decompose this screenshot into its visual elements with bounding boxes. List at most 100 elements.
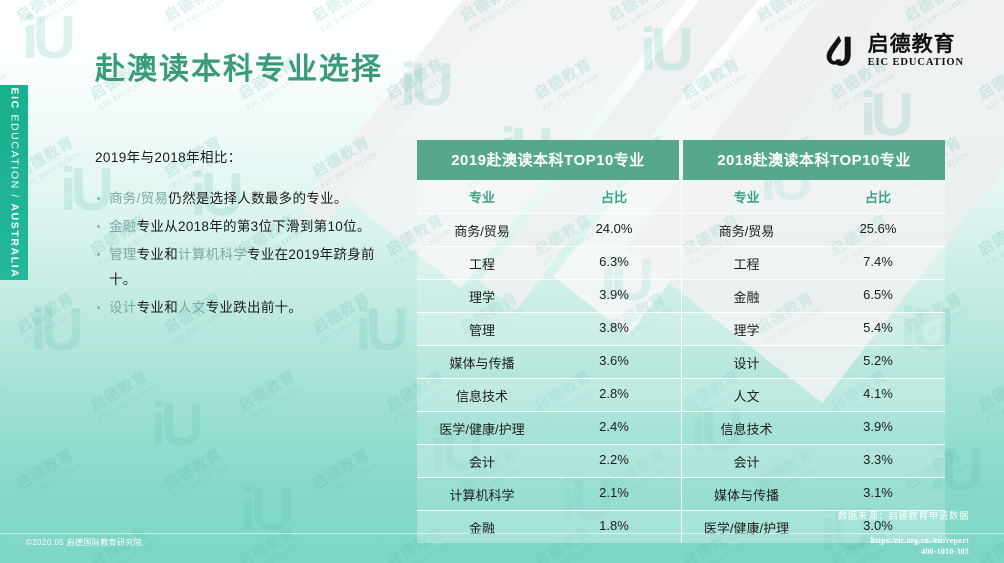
bullet-list: 商务/贸易仍然是选择人数最多的专业。 金融专业从2018年的第3位下滑到第10位。… [95, 186, 395, 323]
cell-percent: 5.2% [863, 352, 893, 368]
eic-logo: 启德教育 EIC EDUCATION [821, 32, 964, 70]
cell-percent: 3.6% [599, 352, 629, 368]
watermark-monogram-icon: iU [22, 4, 76, 71]
bullet-highlight-term: 设计 [109, 300, 137, 315]
table-row: 医学/健康/护理 2.4% 信息技术 3.9% [417, 411, 945, 444]
eic-monogram-icon [826, 35, 851, 66]
bullet-highlight-term: 计算机科学 [178, 247, 248, 262]
column-header-占比: 占比 [600, 190, 627, 205]
cell-percent: 3.3% [863, 451, 893, 467]
table-row: 商务/贸易 24.0% 商务/贸易 25.6% [417, 213, 945, 246]
side-tab-label: EIC EDUCATION / AUSTRALIA [8, 87, 20, 278]
cell-percent: 3.1% [863, 484, 893, 500]
cell-percent: 6.3% [599, 253, 629, 269]
cell-major: 工程 [681, 247, 811, 279]
cell-major: 医学/健康/护理 [681, 511, 811, 543]
cell-percent: 2.8% [599, 385, 629, 401]
cell-percent: 2.4% [599, 418, 629, 434]
cell-major: 管理 [468, 322, 495, 338]
table-row: 理学 3.9% 金融 6.5% [417, 279, 945, 312]
side-tab-prefix: EIC [8, 87, 20, 110]
cell-percent: 3.9% [599, 286, 629, 302]
bullet-highlight-term: 人文 [178, 300, 206, 315]
cell-major: 信息技术 [455, 388, 508, 404]
contact-phone: 400-1010-303 [921, 546, 969, 556]
cell-percent: 7.4% [863, 253, 893, 269]
bullet-text: 仍然是选择人数最多的专业。 [168, 191, 348, 206]
cell-major: 计算机科学 [449, 487, 515, 503]
logo-cn: 启德教育 [867, 32, 956, 56]
side-tab-eic-australia: EIC EDUCATION / AUSTRALIA [0, 85, 28, 280]
cell-percent: 4.1% [863, 385, 893, 401]
bullet-item: 设计专业和人文专业跌出前十。 [95, 295, 395, 320]
cell-major: 理学 [681, 313, 811, 345]
table-row: 工程 6.3% 工程 7.4% [417, 246, 945, 279]
cell-major: 理学 [468, 289, 495, 305]
cell-percent: 3.0% [863, 517, 893, 533]
cell-major: 媒体与传播 [449, 355, 515, 371]
cell-percent: 3.9% [863, 418, 893, 434]
column-header-占比: 占比 [864, 190, 891, 205]
footer-divider [0, 533, 1004, 534]
data-source-note: 数据来源：启德教育申请数据 [837, 511, 969, 522]
cell-major: 商务/贸易 [454, 223, 510, 239]
cell-major: 商务/贸易 [681, 214, 811, 246]
cell-major: 金融 [681, 280, 811, 312]
cell-major: 设计 [681, 346, 811, 378]
cell-major: 人文 [681, 379, 811, 411]
bullet-item: 商务/贸易仍然是选择人数最多的专业。 [95, 186, 395, 211]
copyright-note: ©2020.05 启德国际教育研究院 [26, 538, 143, 547]
table-row: 会计 2.2% 会计 3.3% [417, 444, 945, 477]
cell-major: 会计 [468, 454, 495, 470]
cell-percent: 3.8% [599, 319, 629, 335]
table-header-2: 2018赴澳读本科TOP10专业 [683, 140, 945, 180]
bullet-text: 专业在2019年跻身前十。 [109, 247, 375, 287]
contact-url[interactable]: https:/eic.org.cn./eic/report [870, 536, 969, 545]
cell-percent: 6.5% [863, 286, 893, 302]
bullet-text: 专业跌出前十。 [205, 300, 303, 315]
table-subheader-row: 专业 占比 专业 占比 [417, 180, 945, 213]
cell-percent: 2.2% [599, 451, 629, 467]
cell-major: 会计 [681, 445, 811, 477]
bullet-item: 管理专业和计算机科学专业在2019年跻身前十。 [95, 242, 395, 292]
cell-major: 医学/健康/护理 [439, 421, 525, 437]
comparison-tables: 2019赴澳读本科TOP10专业 2018赴澳读本科TOP10专业 专业 占比 专业 占… [417, 140, 945, 543]
cell-percent: 1.8% [599, 517, 629, 533]
logo-en: EIC EDUCATION [867, 57, 964, 69]
cell-major: 金融 [468, 520, 495, 536]
table-row: 信息技术 2.8% 人文 4.1% [417, 378, 945, 411]
bullet-item: 金融专业从2018年的第3位下滑到第10位。 [95, 214, 395, 239]
cell-percent: 25.6% [859, 220, 897, 236]
cell-percent: 24.0% [595, 220, 633, 236]
table-body: 专业 占比 专业 占比 商务/贸易 24.0% 商务/贸易 25.6% 工程 6.3% 工程 7.4%… [417, 180, 945, 543]
intro-text: 2019年与2018年相比： [95, 150, 242, 165]
bullet-highlight-term: 金融 [109, 219, 137, 234]
bullet-highlight-term: 管理 [109, 247, 137, 262]
page-title: 赴澳读本科专业选择 [95, 53, 383, 86]
table-header-1: 2019赴澳读本科TOP10专业 [417, 140, 679, 180]
table-headers: 2019赴澳读本科TOP10专业 2018赴澳读本科TOP10专业 [417, 140, 945, 180]
watermark-monogram-icon: iU [30, 296, 84, 363]
watermark-monogram-icon: iU [150, 391, 204, 458]
column-header-专业: 专业 [681, 180, 811, 213]
table-row: 计算机科学 2.1% 媒体与传播 3.1% [417, 477, 945, 510]
cell-percent: 5.4% [863, 319, 893, 335]
bullet-text: 专业从2018年的第3位下滑到第10位。 [136, 219, 371, 234]
contact-info: https:/eic.org.cn./eic/report 400-1010-3… [871, 536, 969, 558]
bullet-highlight-term: 商务/贸易 [109, 191, 169, 206]
column-header-专业: 专业 [468, 190, 495, 205]
